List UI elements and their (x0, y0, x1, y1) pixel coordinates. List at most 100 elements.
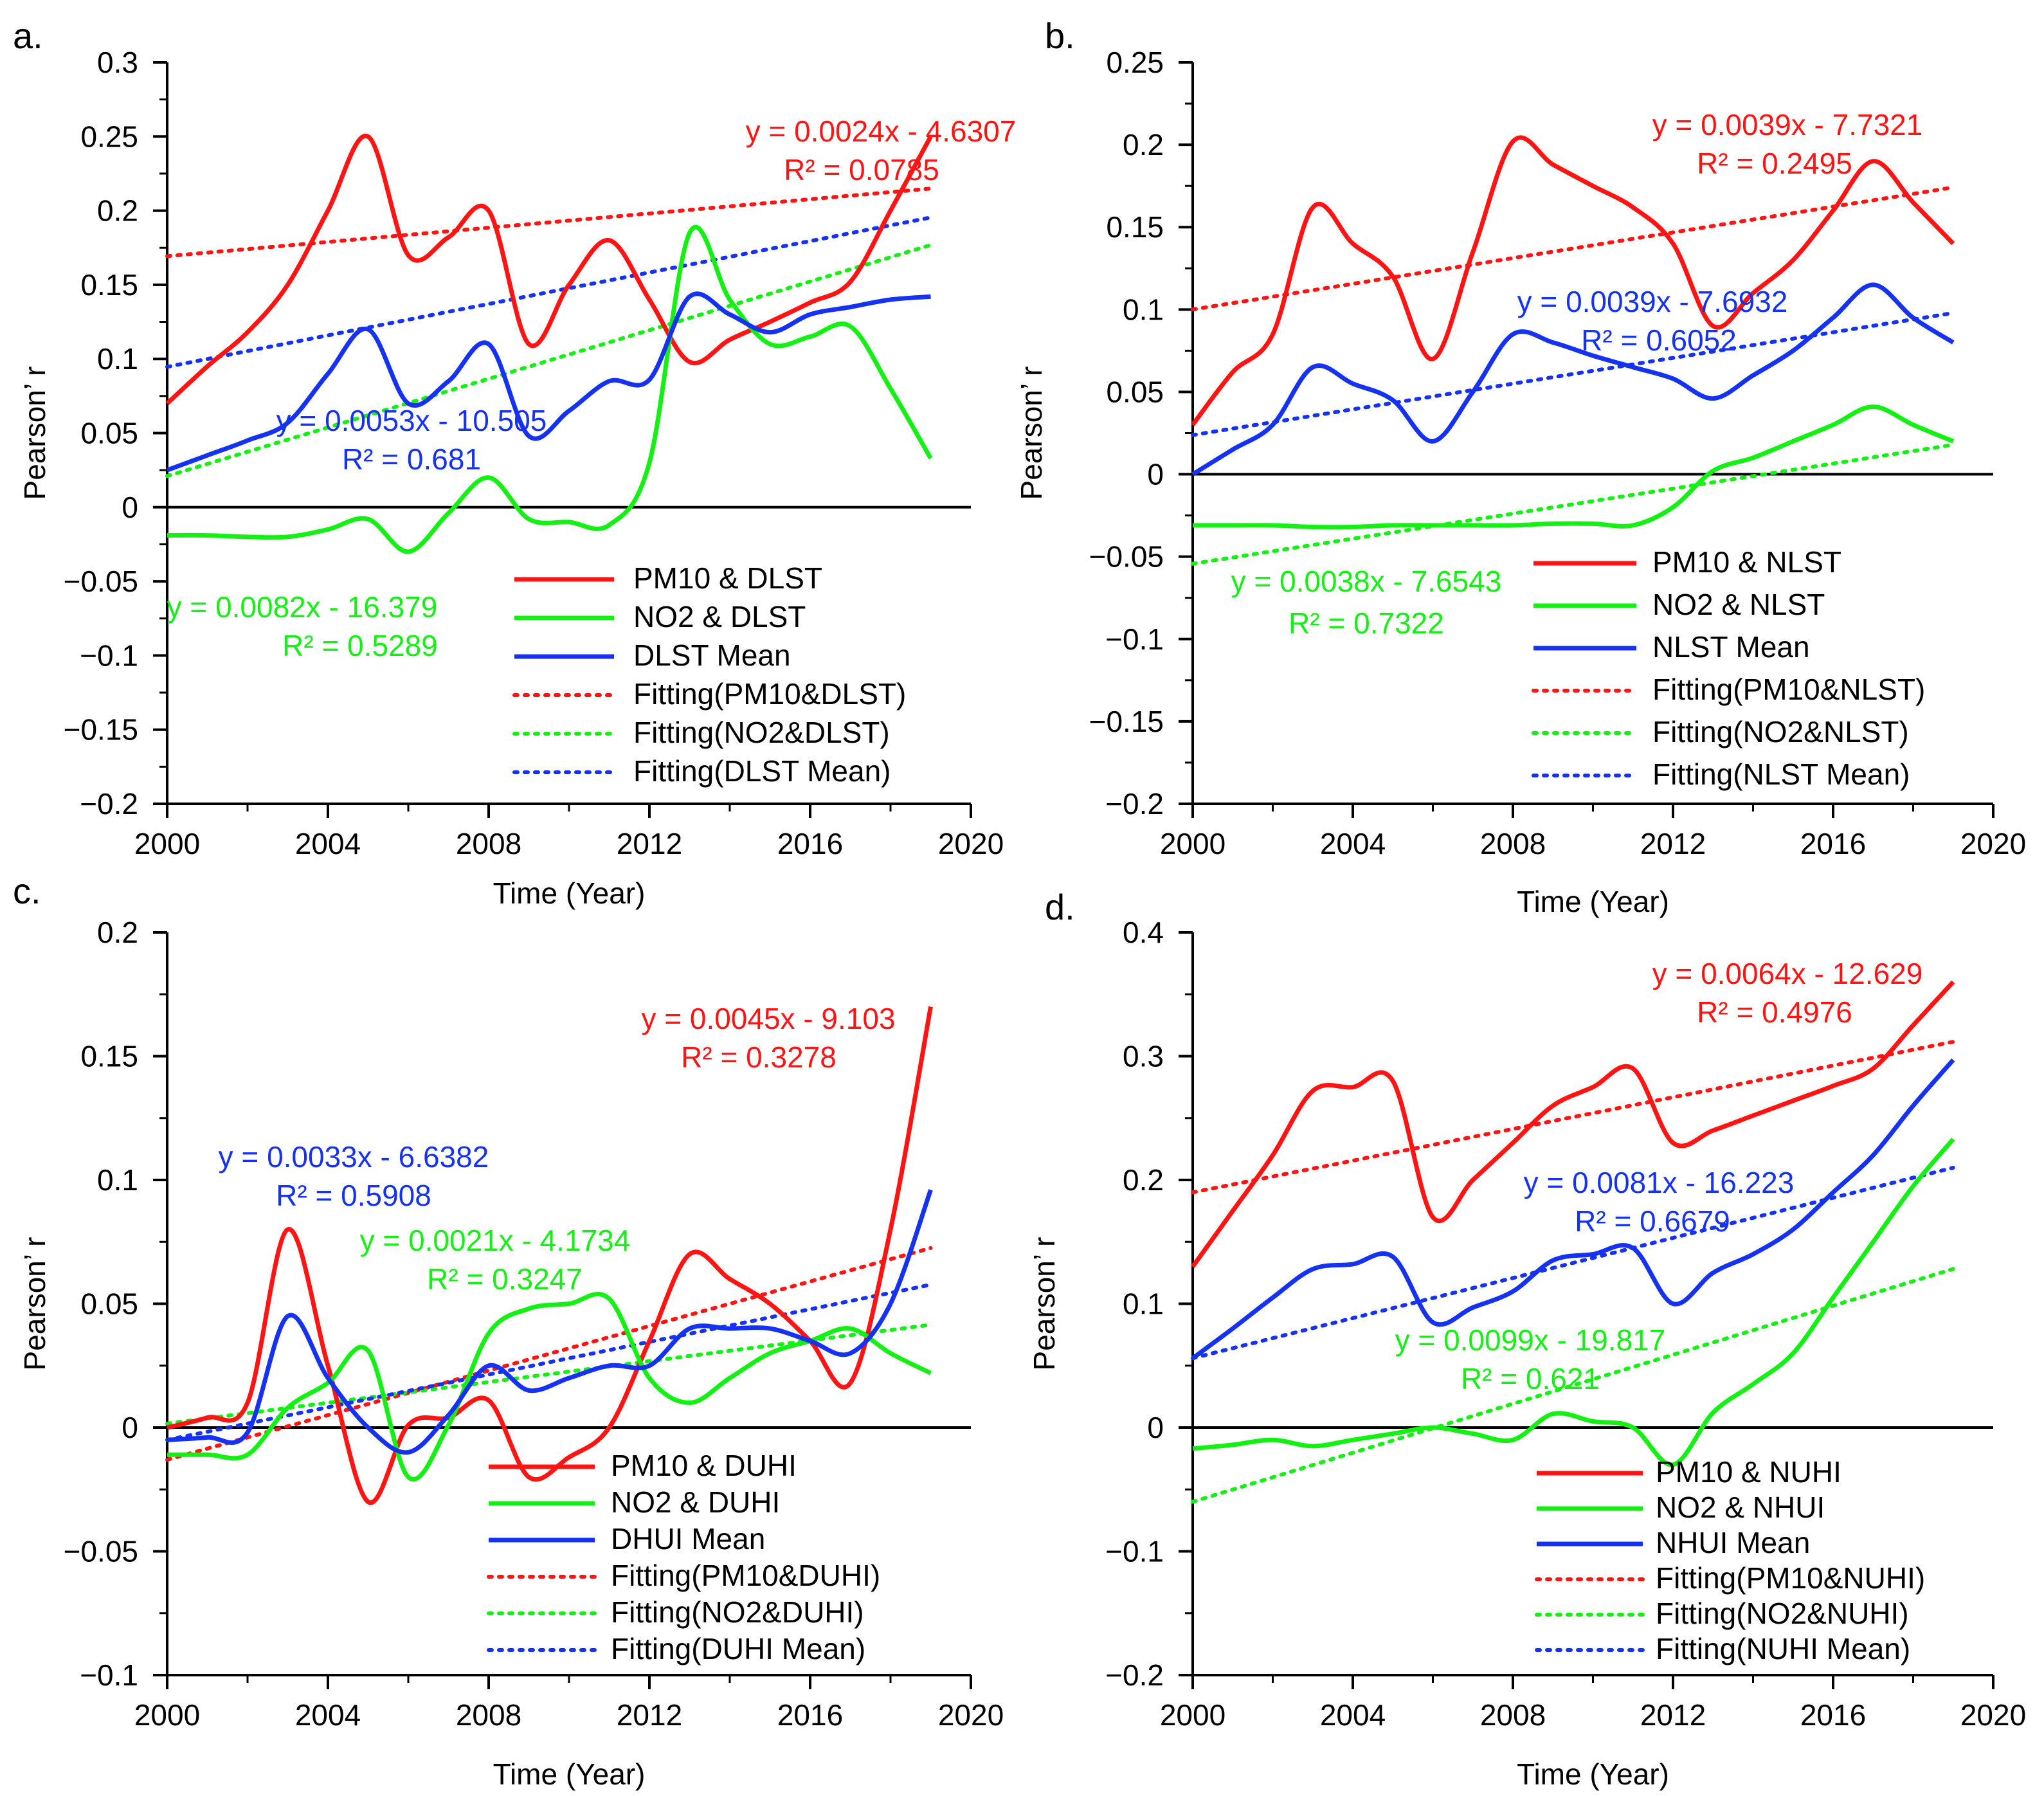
series-line-pm10 (167, 1006, 933, 1505)
y-tick-label: 0.2 (97, 916, 138, 949)
y-tick-label: −0.1 (1105, 1535, 1164, 1568)
y-tick-label: 0.2 (1123, 1163, 1164, 1197)
y-tick-label: 0 (1147, 458, 1164, 491)
y-tick-label: 0.25 (1106, 46, 1164, 79)
legend-entry-label: NHUI Mean (1656, 1526, 1810, 1559)
fit-equation-no2: y = 0.0099x - 19.817 (1395, 1323, 1666, 1357)
legend-entry-label: NO2 & NLST (1652, 588, 1825, 621)
fit-r2-mean: R² = 0.6679 (1575, 1204, 1730, 1238)
y-tick-label: 0 (1147, 1411, 1164, 1444)
x-tick-label: 2004 (295, 1698, 361, 1732)
x-tick-label: 2008 (1480, 827, 1546, 860)
y-tick-label: 0.3 (1123, 1040, 1164, 1073)
legend-entry-label: PM10 & DLST (633, 561, 822, 595)
x-tick-label: 2000 (134, 1698, 200, 1732)
panel-a: a. −0.2 −0.15 −0.1 −0.05 0 0.05 0.1 0.15 0.2 0.25 0… (13, 15, 1016, 910)
x-axis-label: Time (Year) (1517, 1757, 1669, 1791)
legend-entry-label: NO2 & NHUI (1656, 1491, 1825, 1524)
y-tick-label: −0.2 (1105, 1658, 1164, 1692)
fit-equation-pm10: y = 0.0064x - 12.629 (1652, 957, 1923, 990)
fit-equation-mean: y = 0.0081x - 16.223 (1524, 1166, 1795, 1199)
series-line-pm10 (1191, 135, 1955, 426)
y-tick-label: −0.05 (64, 1535, 138, 1568)
x-tick-label: 2004 (295, 827, 361, 860)
legend-entry-label: Fitting(DUHI Mean) (611, 1632, 865, 1665)
y-tick-label: −0.1 (80, 639, 138, 672)
fit-r2-pm10: R² = 0.4976 (1697, 995, 1852, 1029)
legend: PM10 & NLST NO2 & NLST NLST Mean Fitting(PM… (1532, 545, 1925, 791)
y-tick-label: −0.05 (1089, 540, 1164, 574)
fit-equation-pm10: y = 0.0024x - 4.6307 (746, 114, 1017, 148)
y-tick-label: −0.2 (80, 787, 138, 821)
fit-r2-no2: R² = 0.3247 (427, 1262, 583, 1296)
y-tick-label: 0.1 (97, 1163, 138, 1197)
series-line-mean (1191, 1058, 1955, 1361)
legend-entry-label: Fitting(NO2&DLST) (633, 716, 890, 749)
y-tick-label: 0.1 (1123, 293, 1164, 326)
x-axis-label: Time (Year) (493, 1757, 646, 1791)
x-tick-label: 2008 (1480, 1698, 1546, 1732)
legend-entry-label: Fitting(PM10&DLST) (633, 677, 906, 711)
fit-equation-no2: y = 0.0038x - 7.6543 (1231, 565, 1502, 598)
y-tick-label: −0.05 (64, 565, 138, 598)
fit-equation-mean: y = 0.0053x - 10.505 (276, 404, 547, 437)
fit-equation-pm10: y = 0.0045x - 9.103 (641, 1002, 895, 1035)
y-tick-label: 0.05 (80, 417, 138, 450)
y-axis-label: Pearson’ r (1027, 1237, 1061, 1371)
fit-equation-pm10: y = 0.0039x - 7.7321 (1652, 108, 1923, 141)
fit-r2-no2: R² = 0.5289 (282, 629, 438, 662)
fit-r2-no2: R² = 0.621 (1461, 1362, 1600, 1395)
legend-entry-label: Fitting(PM10&NLST) (1652, 673, 1925, 706)
x-tick-label: 2016 (777, 827, 843, 860)
fit-equation-mean: y = 0.0039x - 7.6932 (1517, 285, 1788, 318)
fit-equation-no2: y = 0.0021x - 4.1734 (360, 1224, 631, 1257)
y-tick-label: −0.15 (64, 713, 138, 747)
fit-line-no2 (1191, 442, 1955, 566)
y-axis-label: Pearson’ r (18, 1237, 51, 1371)
x-axis-label: Time (Year) (493, 876, 646, 910)
x-tick-label: 2008 (456, 827, 521, 860)
legend-entry-label: Fitting(NLST Mean) (1652, 757, 1910, 791)
series-line-no2 (167, 1292, 932, 1482)
y-tick-label: 0.15 (80, 1040, 138, 1073)
fit-equation-mean: y = 0.0033x - 6.6382 (219, 1140, 489, 1174)
x-tick-label: 2016 (1800, 827, 1866, 860)
series-line-no2 (1192, 1138, 1955, 1467)
y-tick-label: 0.25 (80, 120, 138, 153)
series-line-no2 (167, 224, 933, 554)
legend-entry-label: PM10 & NLST (1652, 545, 1841, 579)
legend-entry-label: DHUI Mean (611, 1522, 765, 1556)
fit-r2-mean: R² = 0.681 (342, 442, 481, 476)
fit-r2-pm10: R² = 0.3278 (681, 1040, 837, 1074)
x-tick-label: 2000 (1160, 1698, 1225, 1732)
x-tick-label: 2020 (938, 1698, 1004, 1732)
x-axis-label: Time (Year) (1517, 885, 1669, 918)
y-tick-label: 0.3 (97, 46, 138, 79)
legend-entry-label: PM10 & NUHI (1656, 1455, 1841, 1489)
legend-entry-label: DLST Mean (633, 639, 791, 672)
y-tick-label: −0.15 (1089, 705, 1164, 738)
x-tick-label: 2020 (938, 827, 1004, 860)
fit-r2-mean: R² = 0.5908 (276, 1179, 431, 1212)
fit-r2-no2: R² = 0.7322 (1289, 606, 1444, 640)
x-tick-label: 2020 (1960, 1698, 2026, 1732)
fit-equation-no2: y = 0.0082x - 16.379 (167, 590, 438, 624)
series-line-mean (1191, 282, 1955, 476)
series-line-mean (167, 1189, 933, 1455)
y-tick-label: −0.1 (1105, 622, 1164, 656)
series-line-no2 (1193, 404, 1955, 530)
legend-entry-label: Fitting(NUHI Mean) (1656, 1632, 1910, 1665)
fit-line-mean (1191, 311, 1955, 437)
y-tick-label: 0.1 (1123, 1287, 1164, 1321)
series-line-pm10 (165, 133, 933, 405)
y-tick-label: −0.1 (80, 1658, 138, 1692)
series-line-mean (166, 291, 931, 473)
fit-line-pm10 (1191, 185, 1955, 312)
y-tick-label: 0.4 (1123, 916, 1164, 949)
legend-entry-label: Fitting(PM10&NUHI) (1656, 1561, 1925, 1595)
x-tick-label: 2020 (1960, 827, 2026, 860)
panel-c: c. −0.1 −0.05 0 0.05 0.1 0.15 0.2 2000 2004 2008 20… (13, 871, 1004, 1791)
x-tick-label: 2012 (617, 1698, 682, 1732)
